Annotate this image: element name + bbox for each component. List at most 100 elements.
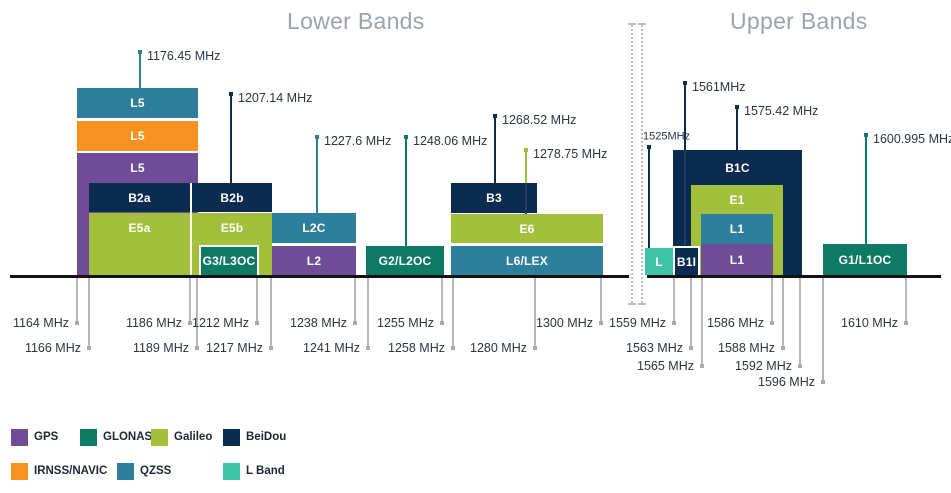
freq-leader-line-bottom (600, 278, 602, 323)
freq-marker-dot (524, 148, 528, 152)
frequency-axis-segment-2 (647, 275, 941, 278)
freq-marker-dot-bottom (904, 321, 908, 325)
freq-leader-line-bottom (799, 278, 801, 366)
freq-marker-dot-bottom (87, 346, 91, 350)
freq-label-top: 1561MHz (692, 79, 746, 94)
legend-swatch-qzss (117, 463, 134, 480)
freq-marker-dot (864, 133, 868, 137)
freq-leader-line-overlay (525, 183, 527, 214)
freq-marker-dot-bottom (366, 346, 370, 350)
freq-marker-dot-bottom (599, 321, 603, 325)
legend-entry-beidou: BeiDou (223, 429, 286, 446)
frequency-axis-segment-1 (10, 275, 629, 278)
freq-leader-line (316, 137, 318, 213)
legend-label-irnss: IRNSS/NAVIC (34, 464, 108, 477)
freq-marker-dot-bottom (689, 346, 693, 350)
band-box-l2-gps: L2 (272, 246, 356, 275)
band-box-b3-beidou: B3 (451, 183, 537, 213)
freq-leader-line-bottom (189, 278, 191, 323)
axis-break-cap (628, 303, 636, 305)
freq-leader-line-bottom (673, 278, 675, 323)
freq-leader-line-bottom (88, 278, 90, 348)
freq-marker-dot-bottom (269, 346, 273, 350)
legend-swatch-glonass (80, 429, 97, 446)
freq-leader-line (865, 135, 867, 244)
freq-label-top: 1207.14 MHz (238, 90, 313, 105)
band-label-l2c-qzss: L2C (302, 221, 326, 235)
freq-marker-dot-bottom (672, 321, 676, 325)
band-label-l1-gps: L1 (729, 252, 745, 267)
freq-label-top: 1600.995 MHz (873, 131, 951, 146)
axis-break-cap (638, 303, 646, 305)
band-box-b1i-beidou: B1I (673, 246, 700, 275)
band-label-b2a-beidou: B2a (128, 190, 151, 205)
freq-leader-line-bottom (441, 278, 443, 323)
band-box-l6-lex-qzss: L6/LEX (451, 246, 603, 275)
freq-marker-dot-bottom (188, 321, 192, 325)
freq-label-bottom: 1258 MHz (388, 340, 445, 355)
freq-marker-dot (404, 135, 408, 139)
freq-marker-dot-bottom (770, 321, 774, 325)
band-box-g1-l1oc-glonass: G1/L1OC (823, 244, 907, 275)
band-label-b1i-beidou: B1I (676, 254, 697, 269)
freq-marker-dot-bottom (75, 321, 79, 325)
freq-marker-dot-bottom (700, 364, 704, 368)
band-label-e6-galileo: E6 (519, 221, 535, 236)
axis-break-line-2 (641, 25, 643, 303)
freq-leader-line (648, 147, 650, 248)
freq-label-top: 1575.42 MHz (744, 103, 819, 118)
freq-leader-line-bottom (771, 278, 773, 323)
freq-label-bottom: 1186 MHz (125, 315, 182, 330)
freq-marker-dot-bottom (353, 321, 357, 325)
freq-leader-line (230, 94, 232, 183)
freq-marker-dot-bottom (195, 346, 199, 350)
freq-label-bottom: 1586 MHz (707, 315, 764, 330)
legend-label-lband: L Band (246, 464, 285, 477)
freq-leader-line-bottom (367, 278, 369, 348)
band-box-l-lband: L (645, 248, 673, 275)
band-box-b2b-beidou: B2b (192, 183, 272, 212)
freq-leader-line-bottom (196, 278, 198, 348)
axis-break-line-1 (631, 25, 633, 303)
freq-label-bottom: 1164 MHz (12, 315, 69, 330)
band-label-e5b-galileo: E5b (220, 221, 244, 235)
freq-leader-line (736, 107, 738, 150)
upper-bands-title: Upper Bands (730, 8, 868, 34)
freq-marker-dot (138, 50, 142, 54)
legend-entry-lband: L Band (223, 463, 285, 480)
freq-leader-line (684, 83, 686, 150)
freq-label-bottom: 1300 MHz (536, 315, 593, 330)
band-box-l5-qzss: L5 (77, 88, 198, 118)
legend-entry-glonass: GLONASS (80, 429, 160, 446)
freq-label-bottom: 1565 MHz (637, 358, 694, 373)
axis-break-cap (638, 23, 646, 25)
band-label-l5-qzss: L5 (130, 96, 145, 110)
band-label-b1c-beidou: B1C (725, 160, 750, 175)
freq-label-bottom: 1166 MHz (24, 340, 81, 355)
band-box-e6-galileo: E6 (451, 214, 603, 243)
band-box-l5-irnss: L5 (77, 121, 198, 151)
band-label-l1-qzss: L1 (729, 222, 745, 236)
legend-swatch-galileo (151, 429, 168, 446)
freq-marker-dot (493, 114, 497, 118)
band-box-l1-gps: L1 (701, 244, 773, 275)
freq-label-bottom: 1238 MHz (290, 315, 347, 330)
freq-label-bottom: 1559 MHz (609, 315, 666, 330)
band-label-g1-l1oc-glonass: G1/L1OC (838, 252, 892, 267)
freq-leader-line-bottom (270, 278, 272, 348)
freq-label-bottom: 1189 MHz (132, 340, 189, 355)
freq-marker-dot (683, 81, 687, 85)
freq-label-top: 1525MHz (643, 130, 691, 143)
freq-label-bottom: 1563 MHz (626, 340, 683, 355)
freq-leader-line-overlay (684, 150, 686, 246)
band-box-g2-l2oc-glonass: G2/L2OC (366, 246, 444, 275)
legend-label-gps: GPS (34, 430, 59, 443)
legend-label-glonass: GLONASS (103, 430, 160, 443)
band-box-e5a-galileo: E5a (89, 213, 190, 275)
axis-break-cap (628, 23, 636, 25)
band-label-g2-l2oc-glonass: G2/L2OC (378, 253, 432, 268)
band-box-l2c-qzss: L2C (272, 213, 356, 243)
band-label-l6-lex-qzss: L6/LEX (506, 253, 548, 268)
freq-leader-line (405, 137, 407, 246)
